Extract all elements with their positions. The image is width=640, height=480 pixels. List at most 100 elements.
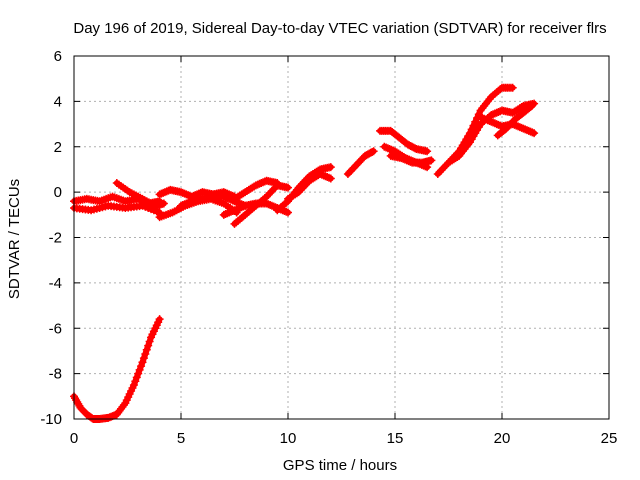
data-point (226, 191, 235, 200)
data-point (522, 126, 531, 135)
data-point (284, 183, 292, 192)
data-point (262, 192, 271, 201)
x-tick-label: 0 (70, 430, 78, 447)
data-point (138, 358, 147, 367)
data-point (487, 110, 496, 119)
data-point (469, 121, 478, 130)
data-point (280, 207, 289, 216)
data-point (397, 154, 406, 163)
data-point (266, 200, 275, 209)
data-point (219, 210, 228, 219)
data-point (492, 108, 501, 117)
data-point (180, 189, 189, 198)
data-point (368, 148, 377, 157)
data-point (319, 171, 328, 180)
data-point (178, 188, 187, 197)
data-point (519, 124, 528, 133)
data-point (144, 341, 153, 350)
y-tick-label: -10 (40, 411, 62, 428)
data-point (528, 128, 537, 137)
data-point (527, 101, 536, 110)
data-point (177, 201, 185, 210)
data-point (177, 188, 185, 197)
data-point (476, 113, 485, 122)
data-point (159, 188, 168, 197)
series-group (70, 83, 539, 423)
data-point (155, 190, 164, 199)
data-point (282, 207, 291, 216)
y-tick-label: -6 (49, 320, 62, 337)
data-point (266, 188, 275, 197)
ticks: 0 5 10 15 20 25 -10 -8 -6 -4 -2 0 2 4 6 (40, 48, 617, 447)
data-point (492, 120, 501, 129)
data-point (269, 185, 278, 194)
data-point (433, 169, 442, 178)
data-point (487, 117, 496, 126)
data-point (178, 200, 187, 209)
data-point (508, 83, 517, 92)
data-point (323, 173, 332, 181)
data-point (232, 205, 241, 214)
data-point (296, 186, 305, 195)
data-point (489, 118, 498, 127)
series-trace-i (230, 176, 282, 203)
data-point (135, 365, 144, 374)
data-point (182, 199, 191, 208)
data-point (325, 173, 334, 182)
data-point (321, 172, 330, 181)
series-trace-c (112, 179, 168, 210)
data-point (298, 184, 307, 193)
data-point (230, 206, 239, 215)
data-point (253, 180, 262, 189)
data-point (326, 174, 335, 183)
data-point (526, 103, 535, 112)
y-tick-label: 0 (54, 184, 62, 201)
x-tick-label: 15 (387, 430, 404, 447)
data-point (273, 179, 282, 188)
data-point (267, 201, 276, 210)
series-trace-k (284, 169, 335, 203)
data-point (157, 189, 166, 198)
data-point (369, 147, 378, 156)
y-tick-label: 2 (54, 139, 62, 156)
data-point (382, 143, 391, 152)
series-trace-s (493, 101, 536, 140)
series-trace-low-dip (70, 315, 164, 423)
data-point (423, 147, 432, 156)
data-point (264, 200, 273, 209)
data-point (264, 190, 273, 199)
data-point (223, 189, 232, 198)
data-point (234, 204, 243, 213)
data-point (251, 181, 260, 190)
data-point (435, 168, 444, 177)
series-trace-o (386, 151, 436, 167)
data-point (489, 110, 498, 119)
data-point (402, 156, 411, 165)
series-trace-l (343, 147, 378, 178)
data-point (294, 188, 303, 197)
series-trace-r (476, 113, 539, 138)
y-tick-label: 6 (54, 48, 62, 65)
series-trace-f (177, 188, 239, 210)
data-point (471, 117, 480, 126)
data-point (221, 210, 230, 219)
data-point (526, 127, 535, 136)
data-point (490, 109, 499, 118)
data-point (201, 193, 210, 202)
data-point (160, 188, 169, 197)
data-point (478, 114, 487, 123)
data-point (530, 129, 539, 138)
data-point (182, 190, 191, 199)
y-tick-label: -8 (49, 366, 62, 383)
data-point (317, 170, 326, 179)
data-point (141, 349, 150, 358)
x-tick-label: 20 (494, 430, 511, 447)
data-point (221, 188, 230, 197)
series-trace-m (376, 126, 432, 156)
x-tick-label: 25 (601, 430, 618, 447)
data-point (131, 377, 140, 386)
data-point (385, 145, 394, 154)
data-point (267, 186, 276, 195)
data-point (400, 155, 409, 164)
